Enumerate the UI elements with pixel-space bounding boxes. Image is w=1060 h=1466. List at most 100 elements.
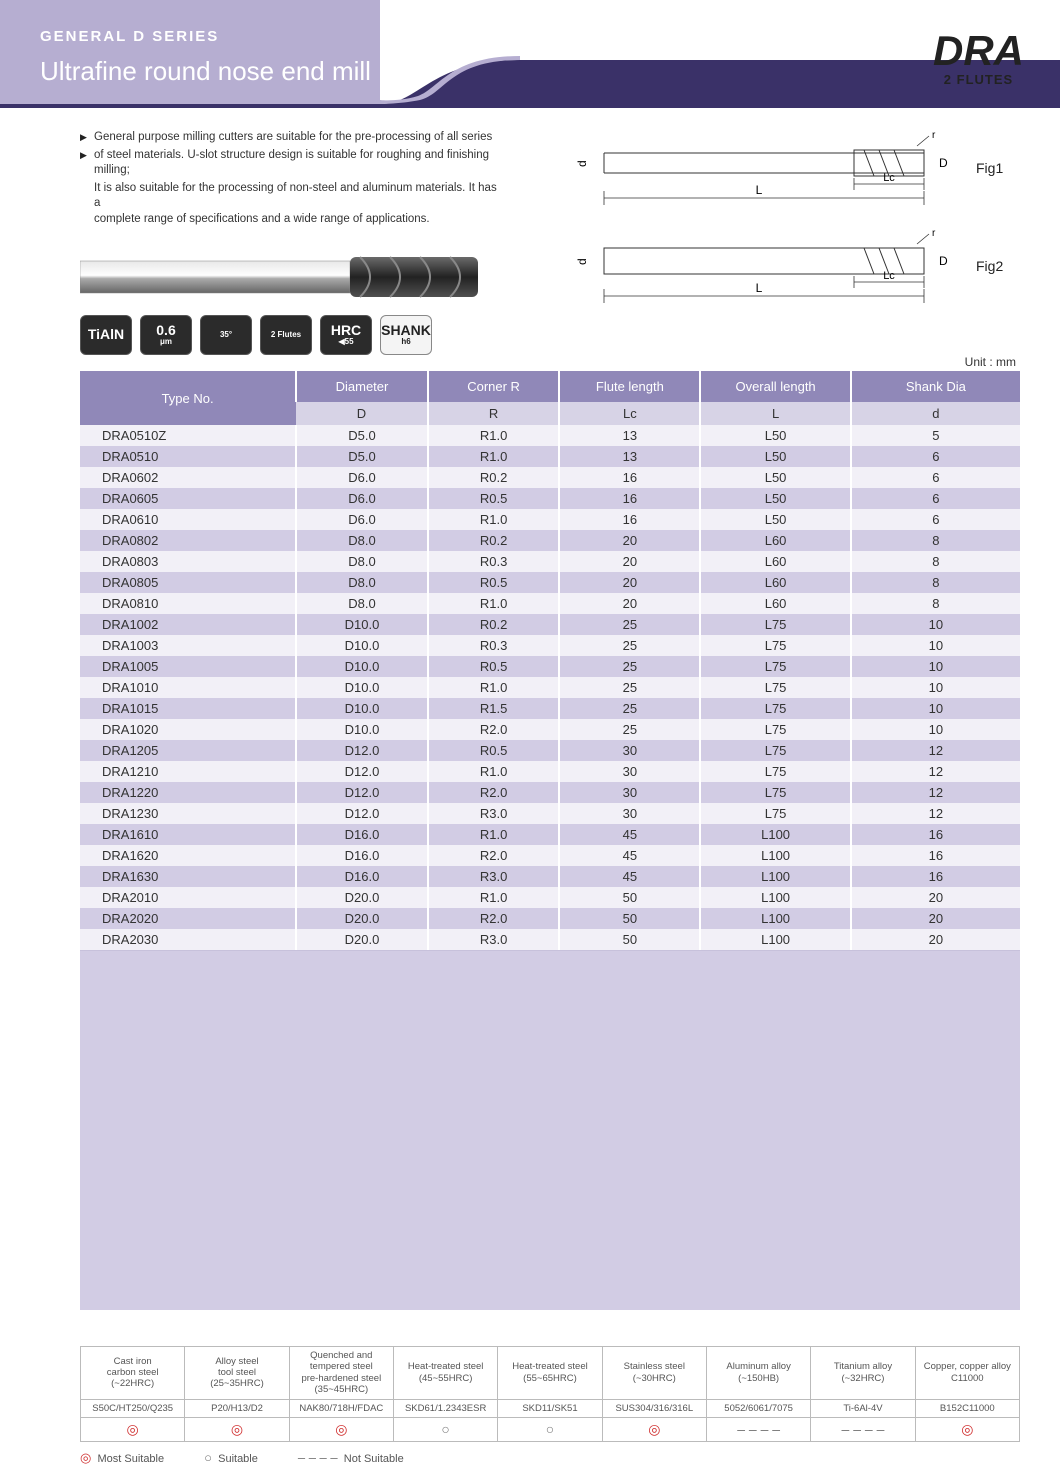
table-row: DRA1220D12.0R2.030L7512	[80, 782, 1020, 803]
svg-text:Lc: Lc	[883, 270, 895, 282]
material-code: 5052/6061/7075	[706, 1399, 810, 1417]
table-cell: L50	[700, 425, 850, 446]
table-cell: 45	[559, 866, 700, 887]
sub-lc: Lc	[559, 402, 700, 425]
table-cell: DRA1630	[80, 866, 296, 887]
table-cell: L75	[700, 782, 850, 803]
table-cell: 6	[851, 488, 1020, 509]
desc-line: It is also suitable for the processing o…	[80, 181, 500, 212]
badge: HRC◀55	[320, 315, 372, 355]
diagram-fig1: d D L Lc r Fig1	[564, 128, 1024, 208]
material-label: Titanium alloy(~32HRC)	[811, 1347, 915, 1400]
table-cell: D10.0	[296, 656, 428, 677]
table-cell: L75	[700, 761, 850, 782]
table-cell: DRA1220	[80, 782, 296, 803]
table-cell: R0.5	[428, 572, 560, 593]
table-cell: L75	[700, 656, 850, 677]
table-cell: 12	[851, 803, 1020, 824]
sub-d-big: D	[296, 402, 428, 425]
table-cell: D16.0	[296, 845, 428, 866]
svg-text:d: d	[575, 160, 589, 167]
table-cell: R0.3	[428, 635, 560, 656]
table-cell: 6	[851, 509, 1020, 530]
material-label: Cast ironcarbon steel(~22HRC)	[81, 1347, 185, 1400]
table-cell: R3.0	[428, 803, 560, 824]
table-cell: D10.0	[296, 614, 428, 635]
legend-most-icon: ◎	[80, 1450, 91, 1465]
table-cell: R1.0	[428, 761, 560, 782]
table-cell: DRA0510	[80, 446, 296, 467]
table-cell: R1.5	[428, 698, 560, 719]
table-row: DRA0805D8.0R0.520L608	[80, 572, 1020, 593]
table-cell: D8.0	[296, 593, 428, 614]
table-cell: 10	[851, 698, 1020, 719]
materials-table: Cast ironcarbon steel(~22HRC)Alloy steel…	[80, 1346, 1020, 1442]
table-cell: 8	[851, 593, 1020, 614]
table-cell: 12	[851, 761, 1020, 782]
table-row: DRA1230D12.0R3.030L7512	[80, 803, 1020, 824]
badge: TiAlN	[80, 315, 132, 355]
table-cell: R1.0	[428, 887, 560, 908]
table-cell: 25	[559, 719, 700, 740]
table-row: DRA1015D10.0R1.525L7510	[80, 698, 1020, 719]
table-cell: L75	[700, 803, 850, 824]
tool-illustration	[80, 247, 480, 307]
materials-wrap: Cast ironcarbon steel(~22HRC)Alloy steel…	[80, 1346, 1020, 1442]
dimension-diagrams: d D L Lc r Fig1 d D	[564, 128, 1024, 324]
table-cell: 10	[851, 635, 1020, 656]
material-code: Ti-6Al-4V	[811, 1399, 915, 1417]
table-row: DRA0802D8.0R0.220L608	[80, 530, 1020, 551]
table-row: DRA0510D5.0R1.013L506	[80, 446, 1020, 467]
table-cell: 10	[851, 677, 1020, 698]
table-cell: DRA1005	[80, 656, 296, 677]
table-cell: DRA0803	[80, 551, 296, 572]
table-cell: R1.0	[428, 677, 560, 698]
fig2-label: Fig2	[976, 258, 1003, 274]
material-code: SKD11/SK51	[498, 1399, 602, 1417]
table-cell: 45	[559, 845, 700, 866]
svg-text:d: d	[575, 258, 589, 265]
th-corner: Corner R	[428, 371, 560, 402]
svg-text:L: L	[756, 183, 763, 197]
table-cell: L100	[700, 824, 850, 845]
table-cell: R3.0	[428, 866, 560, 887]
series-label: GENERAL D SERIES	[40, 28, 219, 45]
table-cell: 16	[559, 488, 700, 509]
material-code: B152C11000	[915, 1399, 1019, 1417]
desc-line: complete range of specifications and a w…	[80, 212, 500, 228]
table-cell: R1.0	[428, 593, 560, 614]
material-label: Alloy steeltool steel(25~35HRC)	[185, 1347, 289, 1400]
materials-codes-row: S50C/HT250/Q235P20/H13/D2NAK80/718H/FDAC…	[81, 1399, 1020, 1417]
sub-l: L	[700, 402, 850, 425]
desc-line: of steel materials. U-slot structure des…	[80, 148, 500, 179]
table-cell: DRA1003	[80, 635, 296, 656]
table-cell: L100	[700, 845, 850, 866]
table-cell: D12.0	[296, 803, 428, 824]
table-cell: 6	[851, 446, 1020, 467]
fig1-label: Fig1	[976, 160, 1003, 176]
table-cell: R0.2	[428, 467, 560, 488]
material-label: Heat-treated steel(45~55HRC)	[393, 1347, 497, 1400]
table-cell: 20	[851, 887, 1020, 908]
table-cell: D5.0	[296, 425, 428, 446]
table-cell: D20.0	[296, 887, 428, 908]
table-row: DRA0510ZD5.0R1.013L505	[80, 425, 1020, 446]
table-cell: DRA1020	[80, 719, 296, 740]
sub-r: R	[428, 402, 560, 425]
table-row: DRA1610D16.0R1.045L10016	[80, 824, 1020, 845]
table-cell: 16	[559, 467, 700, 488]
header-curve-svg	[0, 0, 1060, 108]
table-row: DRA2030D20.0R3.050L10020	[80, 929, 1020, 950]
th-type: Type No.	[80, 371, 296, 425]
table-cell: L60	[700, 593, 850, 614]
material-label: Aluminum alloy(~150HB)	[706, 1347, 810, 1400]
table-cell: DRA2020	[80, 908, 296, 929]
table-cell: R0.5	[428, 740, 560, 761]
table-cell: D8.0	[296, 530, 428, 551]
table-cell: DRA1002	[80, 614, 296, 635]
table-cell: D16.0	[296, 866, 428, 887]
table-cell: DRA1230	[80, 803, 296, 824]
table-cell: D20.0	[296, 929, 428, 950]
table-row: DRA0810D8.0R1.020L608	[80, 593, 1020, 614]
table-row: DRA1005D10.0R0.525L7510	[80, 656, 1020, 677]
